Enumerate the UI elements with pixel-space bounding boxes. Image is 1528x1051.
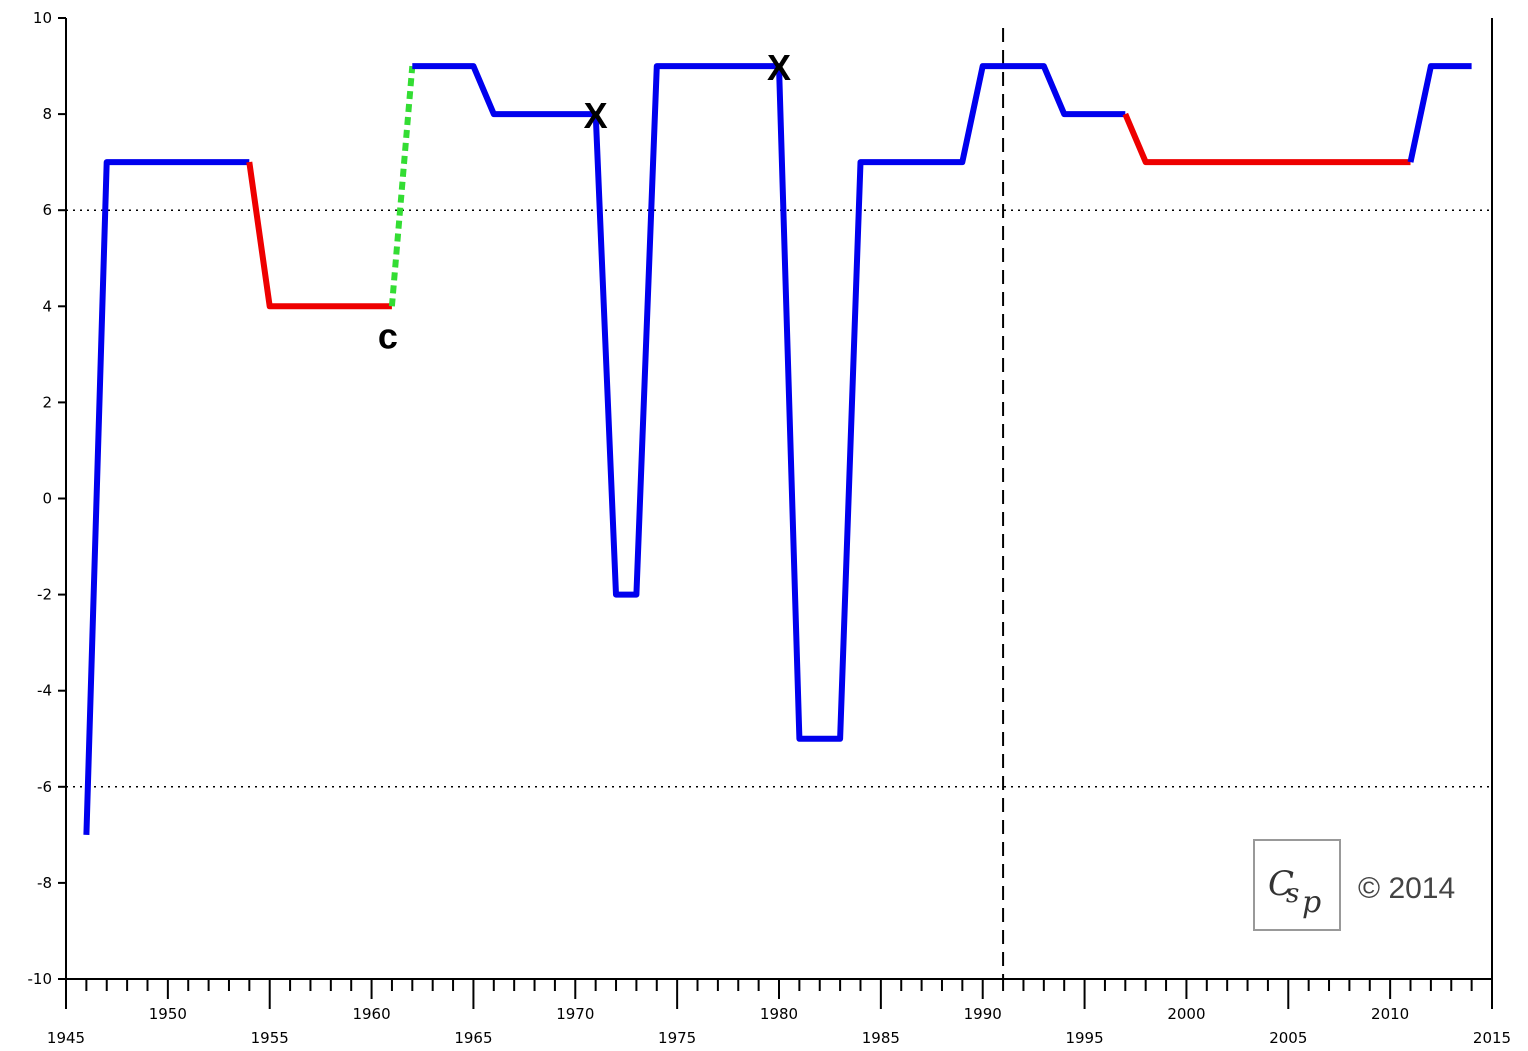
x-tick-label: 1995 bbox=[1065, 1029, 1103, 1047]
y-tick-label: -4 bbox=[37, 682, 52, 700]
annotations: c X X bbox=[378, 47, 791, 356]
copyright-text: © 2014 bbox=[1358, 872, 1455, 905]
y-tick-label: -10 bbox=[28, 970, 53, 988]
y-tick-label: -6 bbox=[37, 778, 52, 796]
logo-signature: C bbox=[1268, 864, 1294, 904]
x-tick-label: 1990 bbox=[964, 1005, 1002, 1023]
logo-frame bbox=[1253, 839, 1341, 931]
x-tick-label: 1960 bbox=[352, 1005, 390, 1023]
y-tick-label: 0 bbox=[42, 490, 52, 508]
series-segment bbox=[388, 65, 416, 307]
x-tick-label: 1965 bbox=[454, 1029, 492, 1047]
annotation-x: X bbox=[767, 47, 791, 88]
x-tick-label: 1975 bbox=[658, 1029, 696, 1047]
x-tick-label: 1955 bbox=[251, 1029, 289, 1047]
x-tick-label: 1985 bbox=[862, 1029, 900, 1047]
series-segment bbox=[412, 63, 1126, 742]
ticks: -10 -8 -6 -4 -2 0 2 4 6 8 10 1950 1960 1970 1980 1990 20… bbox=[28, 9, 1512, 1047]
y-tick-label: 8 bbox=[42, 105, 52, 123]
series-segment bbox=[83, 159, 250, 835]
y-tick-label: 10 bbox=[33, 9, 52, 27]
y-tick-label: -2 bbox=[37, 586, 52, 604]
x-tick-label: 2005 bbox=[1269, 1029, 1307, 1047]
x-tick-label: 1945 bbox=[47, 1029, 85, 1047]
logo-box: C s p © 2014 bbox=[1253, 839, 1455, 931]
y-tick-label: 2 bbox=[42, 393, 52, 411]
series-segment bbox=[1122, 112, 1411, 166]
y-tick-label: 6 bbox=[42, 201, 52, 219]
logo-glyph-s: s bbox=[1286, 879, 1299, 909]
annotation-c: c bbox=[378, 315, 398, 356]
logo-glyph-p: p bbox=[1302, 885, 1321, 920]
y-tick-label: 4 bbox=[42, 297, 52, 315]
x-tick-label: 1970 bbox=[556, 1005, 594, 1023]
series-segment bbox=[246, 161, 392, 310]
series bbox=[83, 63, 1472, 835]
series-segment bbox=[1407, 63, 1472, 163]
x-tick-label: 1980 bbox=[760, 1005, 798, 1023]
reference-lines bbox=[66, 28, 1492, 979]
x-tick-label: 2010 bbox=[1371, 1005, 1409, 1023]
x-tick-label: 2015 bbox=[1473, 1029, 1511, 1047]
logo-glyph-c: C bbox=[1268, 864, 1294, 904]
annotation-x: X bbox=[584, 95, 608, 136]
x-tick-label: 1950 bbox=[149, 1005, 187, 1023]
x-tick-label: 2000 bbox=[1167, 1005, 1205, 1023]
y-tick-label: -8 bbox=[37, 874, 52, 892]
